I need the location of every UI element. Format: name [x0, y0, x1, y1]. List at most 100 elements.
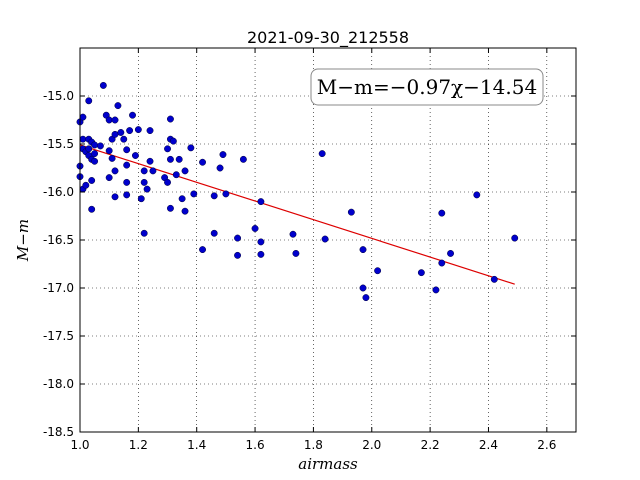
data-point	[169, 137, 177, 145]
data-point	[99, 81, 107, 89]
data-point	[105, 174, 113, 182]
data-point	[164, 178, 171, 186]
data-point	[219, 151, 227, 159]
data-point	[105, 147, 113, 155]
data-point	[123, 191, 131, 199]
data-point	[123, 161, 131, 169]
data-point	[164, 145, 171, 153]
data-point	[172, 171, 180, 179]
data-point	[374, 267, 382, 275]
data-point	[234, 251, 242, 259]
data-point	[111, 193, 119, 201]
data-point	[216, 164, 224, 172]
data-point	[166, 115, 174, 123]
data-point	[289, 230, 297, 238]
x-axis-ticks: 1.0 1.2 1.4 1.6 1.8 2.0 2.2 2.4 2.6	[70, 48, 556, 452]
x-axis-label: airmass	[298, 455, 358, 473]
data-point	[438, 209, 446, 217]
data-point	[88, 177, 96, 184]
data-point	[321, 235, 329, 243]
data-point	[187, 144, 195, 152]
data-point	[359, 284, 367, 292]
data-points	[76, 81, 519, 302]
data-point	[134, 126, 142, 134]
y-axis-ticks: -15.0 -15.5 -16.0 -16.5 -17.0 -17.5 -18.0 -18.5	[43, 89, 576, 439]
data-point	[88, 205, 96, 213]
data-point	[292, 249, 300, 257]
annotation-box: M−m=−0.97χ−14.54	[310, 68, 544, 106]
data-point	[96, 142, 104, 150]
data-point	[146, 157, 154, 165]
data-point	[111, 116, 119, 124]
data-point	[199, 246, 206, 254]
data-point	[447, 249, 454, 257]
data-point	[143, 185, 151, 193]
x-tick-label: 2.6	[537, 438, 556, 452]
data-point	[79, 113, 87, 121]
data-point	[257, 250, 265, 258]
y-tick-label: -18.0	[43, 377, 74, 391]
data-point	[120, 135, 128, 143]
fit-line-group	[79, 144, 515, 285]
y-axis-label: M−m	[14, 219, 32, 262]
data-point	[178, 195, 186, 203]
data-point	[91, 157, 99, 165]
data-point	[123, 146, 131, 154]
data-point	[166, 204, 174, 212]
y-tick-label: -18.5	[43, 425, 74, 439]
data-point	[166, 155, 174, 163]
data-point	[438, 259, 446, 267]
data-point	[91, 141, 99, 149]
data-point	[199, 158, 206, 166]
data-point	[511, 234, 519, 242]
chart-title: 2021-09-30_212558	[247, 28, 409, 48]
x-tick-label: 2.0	[362, 438, 381, 452]
data-point	[490, 275, 498, 283]
data-point	[473, 191, 481, 199]
data-point	[222, 190, 230, 198]
data-point	[210, 229, 218, 237]
data-point	[432, 286, 440, 294]
data-point	[257, 238, 265, 246]
data-point	[82, 181, 90, 189]
y-tick-label: -17.5	[43, 329, 74, 343]
x-tick-label: 1.4	[187, 438, 206, 452]
data-point	[347, 208, 355, 216]
data-point	[85, 145, 93, 153]
data-point	[131, 152, 139, 159]
y-tick-label: -16.0	[43, 185, 74, 199]
data-point	[108, 154, 116, 162]
y-tick-label: -15.0	[43, 89, 74, 103]
data-point	[251, 225, 259, 232]
data-point	[105, 116, 113, 124]
data-point	[111, 130, 119, 138]
data-point	[111, 167, 119, 175]
data-point	[210, 192, 218, 200]
data-point	[140, 167, 148, 175]
data-point	[79, 135, 87, 143]
fit-line	[79, 144, 515, 285]
x-tick-label: 1.2	[129, 438, 148, 452]
data-point	[146, 127, 154, 135]
data-point	[140, 229, 148, 237]
x-tick-label: 2.2	[421, 438, 440, 452]
data-point	[239, 155, 247, 163]
x-tick-label: 1.8	[304, 438, 323, 452]
data-point	[129, 111, 136, 119]
data-point	[362, 294, 370, 302]
data-point	[190, 190, 198, 198]
x-tick-label: 1.0	[70, 438, 89, 452]
data-point	[117, 129, 125, 136]
data-point	[123, 178, 131, 186]
data-point	[126, 127, 134, 135]
data-point	[114, 102, 122, 110]
data-point	[149, 167, 157, 175]
data-point	[85, 97, 93, 105]
y-tick-label: -15.5	[43, 137, 74, 151]
data-point	[175, 155, 183, 163]
data-point	[181, 207, 189, 215]
data-point	[181, 167, 189, 175]
data-point	[234, 234, 242, 242]
y-tick-label: -16.5	[43, 233, 74, 247]
